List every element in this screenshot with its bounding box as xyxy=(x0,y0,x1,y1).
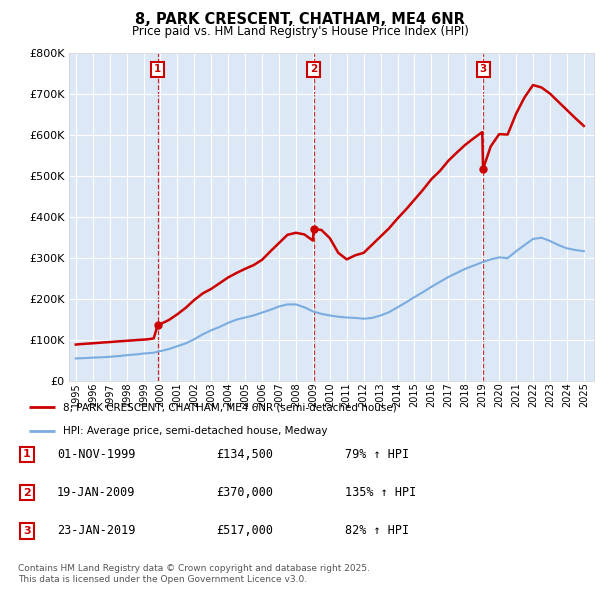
Text: HPI: Average price, semi-detached house, Medway: HPI: Average price, semi-detached house,… xyxy=(62,426,327,435)
Text: 2: 2 xyxy=(23,488,31,497)
Text: 8, PARK CRESCENT, CHATHAM, ME4 6NR (semi-detached house): 8, PARK CRESCENT, CHATHAM, ME4 6NR (semi… xyxy=(62,402,397,412)
Text: 79% ↑ HPI: 79% ↑ HPI xyxy=(345,448,409,461)
Text: £370,000: £370,000 xyxy=(216,486,273,499)
Text: 23-JAN-2019: 23-JAN-2019 xyxy=(57,525,136,537)
Text: This data is licensed under the Open Government Licence v3.0.: This data is licensed under the Open Gov… xyxy=(18,575,307,584)
Text: 3: 3 xyxy=(23,526,31,536)
Text: 3: 3 xyxy=(479,64,487,74)
Text: 19-JAN-2009: 19-JAN-2009 xyxy=(57,486,136,499)
Text: £517,000: £517,000 xyxy=(216,525,273,537)
Text: 1: 1 xyxy=(154,64,161,74)
Text: Price paid vs. HM Land Registry's House Price Index (HPI): Price paid vs. HM Land Registry's House … xyxy=(131,25,469,38)
Text: 1: 1 xyxy=(23,450,31,459)
Text: 8, PARK CRESCENT, CHATHAM, ME4 6NR: 8, PARK CRESCENT, CHATHAM, ME4 6NR xyxy=(135,12,465,27)
Text: 2: 2 xyxy=(310,64,317,74)
Text: £134,500: £134,500 xyxy=(216,448,273,461)
Text: Contains HM Land Registry data © Crown copyright and database right 2025.: Contains HM Land Registry data © Crown c… xyxy=(18,565,370,573)
Text: 82% ↑ HPI: 82% ↑ HPI xyxy=(345,525,409,537)
Text: 135% ↑ HPI: 135% ↑ HPI xyxy=(345,486,416,499)
Text: 01-NOV-1999: 01-NOV-1999 xyxy=(57,448,136,461)
